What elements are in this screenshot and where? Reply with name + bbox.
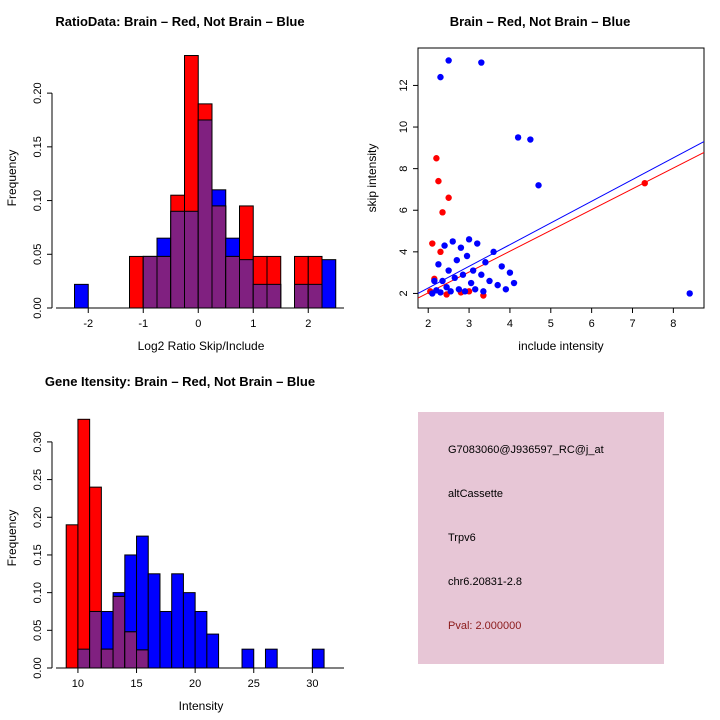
svg-text:0.15: 0.15 <box>32 136 44 157</box>
svg-text:-2: -2 <box>83 318 93 330</box>
svg-text:0: 0 <box>195 318 201 330</box>
gene-intensity-histogram-title: Gene Itensity: Brain – Red, Not Brain – … <box>44 374 316 389</box>
svg-text:-1: -1 <box>138 318 148 330</box>
probe-id-text: G7083060@J936597_RC@j_at <box>448 444 604 456</box>
svg-text:7: 7 <box>629 318 635 330</box>
svg-text:2: 2 <box>398 290 410 296</box>
svg-text:5: 5 <box>548 318 554 330</box>
svg-text:4: 4 <box>507 318 513 330</box>
gene-name-text: Trpv6 <box>448 532 476 544</box>
svg-text:0.10: 0.10 <box>32 582 44 603</box>
splice-type-text: altCassette <box>448 488 504 500</box>
svg-text:8: 8 <box>670 318 676 330</box>
svg-text:Log2 Ratio Skip/Include: Log2 Ratio Skip/Include <box>138 339 265 353</box>
panel-info: G7083060@J936597_RC@j_at altCassette Trp… <box>360 360 720 720</box>
gene-intensity-histogram: 10 15 20 25 30 0.00 0.05 0.10 0.15 0.20 0.25 0.30 In… <box>5 418 344 713</box>
svg-text:0.00: 0.00 <box>32 657 44 678</box>
location-text: chr6.20831-2.8 <box>448 576 522 588</box>
svg-text:2: 2 <box>305 318 311 330</box>
svg-text:0.25: 0.25 <box>32 469 44 490</box>
svg-text:0.05: 0.05 <box>32 620 44 641</box>
svg-text:10: 10 <box>72 678 84 690</box>
svg-text:20: 20 <box>189 678 201 690</box>
svg-text:30: 30 <box>306 678 318 690</box>
svg-text:3: 3 <box>466 318 472 330</box>
svg-text:0.30: 0.30 <box>32 431 44 452</box>
svg-text:10: 10 <box>398 121 410 133</box>
svg-text:Intensity: Intensity <box>179 699 224 713</box>
svg-text:0.00: 0.00 <box>32 297 44 318</box>
info-box: G7083060@J936597_RC@j_at altCassette Trp… <box>418 412 664 664</box>
svg-text:25: 25 <box>248 678 260 690</box>
svg-text:1: 1 <box>250 318 256 330</box>
svg-text:6: 6 <box>398 207 410 213</box>
svg-text:skip intensity: skip intensity <box>365 144 379 213</box>
svg-text:include intensity: include intensity <box>518 339 603 353</box>
panel-intensity-scatter: Brain – Red, Not Brain – Blue 2 3 4 5 6 7 8 2 4 6… <box>360 0 720 360</box>
svg-text:15: 15 <box>130 678 142 690</box>
ratio-histogram-title: RatioData: Brain – Red, Not Brain – Blue <box>55 14 305 29</box>
svg-text:4: 4 <box>398 249 410 255</box>
svg-text:8: 8 <box>398 166 410 172</box>
intensity-scatter: 2 3 4 5 6 7 8 2 4 6 8 10 12 include intensity skip int… <box>365 47 705 353</box>
svg-text:0.20: 0.20 <box>32 507 44 528</box>
svg-text:0.15: 0.15 <box>32 544 44 565</box>
panel-ratio-histogram: RatioData: Brain – Red, Not Brain – Blue… <box>0 0 360 360</box>
svg-text:2: 2 <box>425 318 431 330</box>
ratio-histogram: -2 -1 0 1 2 0.00 0.05 0.10 0.15 0.20 Log2 Ratio Sk… <box>5 55 344 353</box>
svg-text:Frequency: Frequency <box>5 150 19 207</box>
svg-text:6: 6 <box>589 318 595 330</box>
intensity-scatter-title: Brain – Red, Not Brain – Blue <box>449 14 631 29</box>
pval-text: Pval: 2.000000 <box>448 620 522 632</box>
svg-text:12: 12 <box>398 79 410 91</box>
svg-text:Frequency: Frequency <box>5 510 19 567</box>
panel-gene-intensity-histogram: Gene Itensity: Brain – Red, Not Brain – … <box>0 360 360 720</box>
svg-text:0.10: 0.10 <box>32 190 44 211</box>
svg-text:0.05: 0.05 <box>32 244 44 265</box>
svg-text:0.20: 0.20 <box>32 82 44 103</box>
